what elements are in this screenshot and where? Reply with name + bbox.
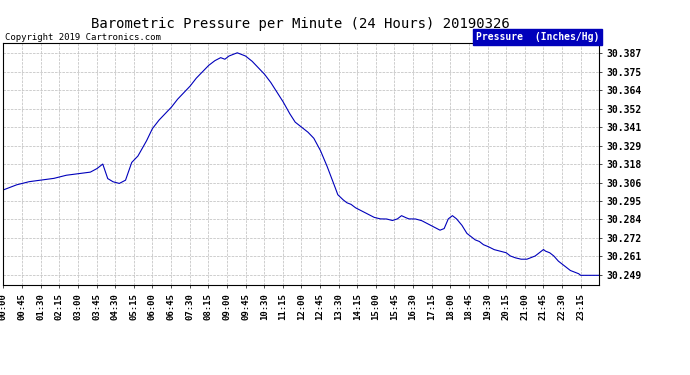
- Text: Barometric Pressure per Minute (24 Hours) 20190326: Barometric Pressure per Minute (24 Hours…: [91, 17, 509, 31]
- Text: Pressure  (Inches/Hg): Pressure (Inches/Hg): [475, 32, 599, 42]
- Text: Copyright 2019 Cartronics.com: Copyright 2019 Cartronics.com: [5, 33, 161, 42]
